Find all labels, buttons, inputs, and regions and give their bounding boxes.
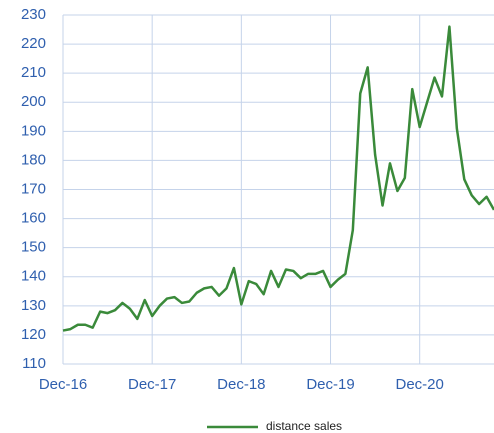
- x-tick-label: Dec-16: [39, 376, 87, 393]
- y-tick-label: 140: [21, 268, 46, 285]
- y-tick-label: 120: [21, 326, 46, 343]
- x-tick-label: Dec-19: [306, 376, 354, 393]
- y-tick-label: 210: [21, 64, 46, 81]
- y-tick-label: 110: [22, 355, 46, 372]
- y-tick-label: 190: [21, 122, 46, 139]
- y-tick-label: 200: [21, 93, 46, 110]
- y-tick-label: 220: [21, 35, 46, 52]
- data-line: [62, 25, 494, 332]
- y-tick-label: 130: [21, 297, 46, 314]
- x-tick-label: Dec-18: [217, 376, 265, 393]
- y-tick-label: 230: [21, 6, 46, 23]
- x-tick-label: Dec-20: [396, 376, 444, 393]
- y-tick-label: 180: [21, 151, 46, 168]
- y-tick-label: 150: [21, 239, 46, 256]
- y-tick-label: 160: [21, 210, 46, 227]
- x-tick-label: Dec-17: [128, 376, 176, 393]
- legend-label: distance sales: [266, 419, 342, 433]
- y-tick-label: 170: [21, 180, 46, 197]
